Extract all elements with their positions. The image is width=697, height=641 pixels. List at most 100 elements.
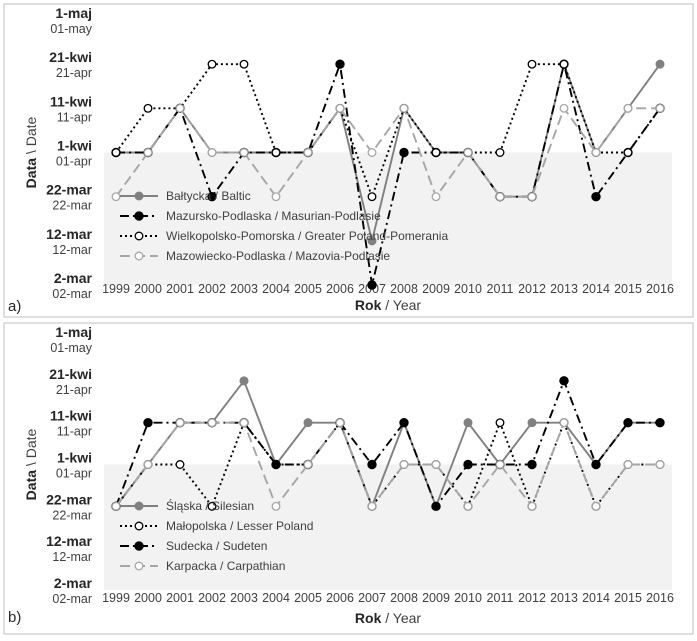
data-point (463, 459, 473, 470)
y-tick-sublabel: 01-may (50, 22, 92, 36)
data-point (495, 460, 505, 469)
x-tick-label: 2003 (230, 282, 258, 296)
data-point (559, 59, 569, 69)
data-point (463, 418, 473, 428)
data-point (559, 376, 569, 386)
y-tick-label: 22-mar (46, 182, 92, 198)
x-tick-label: 2008 (390, 282, 418, 296)
x-tick-label: 2012 (518, 591, 546, 605)
x-tick-label: 2010 (454, 591, 482, 605)
data-point (335, 59, 345, 69)
y-tick-label: 11-kwi (50, 408, 92, 424)
data-point (207, 501, 217, 511)
y-tick-sublabel: 21-apr (56, 383, 92, 397)
legend-marker (134, 521, 144, 531)
data-point (207, 191, 217, 202)
data-point (335, 103, 345, 113)
data-point (111, 148, 121, 157)
y-tick-sublabel: 01-apr (56, 467, 92, 481)
x-tick-label: 2015 (614, 282, 642, 296)
data-point (591, 148, 601, 157)
panel-label: b) (8, 609, 21, 626)
x-tick-label: 2015 (614, 591, 642, 605)
x-tick-label: 2014 (582, 591, 610, 605)
y-tick-sublabel: 01-apr (56, 155, 92, 169)
data-point (559, 103, 569, 113)
data-point (271, 148, 281, 157)
data-point (399, 147, 409, 158)
data-point (207, 148, 217, 157)
data-point (431, 501, 441, 512)
legend-marker (134, 561, 144, 571)
data-point (367, 501, 377, 511)
data-point (367, 192, 377, 202)
y-axis-title: Data \ Date (23, 428, 39, 500)
data-point (143, 417, 153, 428)
data-point (655, 417, 665, 428)
data-point (239, 59, 249, 69)
x-tick-label: 2002 (198, 591, 226, 605)
y-tick-sublabel: 21-apr (56, 66, 92, 80)
data-point (271, 501, 281, 511)
data-point (367, 148, 377, 157)
data-point (207, 418, 217, 428)
data-point (303, 148, 313, 157)
y-tick-sublabel: 12-mar (52, 243, 92, 257)
legend-marker (134, 191, 144, 201)
data-point (527, 459, 537, 470)
legend-entry: Mazowiecko-Podlaska / Mazovia-Podlasie (166, 249, 390, 263)
x-tick-label: 2007 (358, 591, 386, 605)
y-tick-label: 12-mar (46, 533, 92, 549)
x-tick-label: 2013 (550, 282, 578, 296)
data-point (303, 418, 313, 428)
data-point (271, 192, 281, 202)
data-point (591, 191, 601, 202)
data-point (143, 148, 153, 157)
x-tick-label: 2009 (422, 282, 450, 296)
x-tick-label: 2012 (518, 282, 546, 296)
x-tick-label: 2004 (262, 591, 290, 605)
data-point (111, 501, 121, 511)
data-point (175, 103, 185, 113)
series-line (115, 63, 661, 198)
legend-marker (134, 211, 144, 221)
data-point (175, 460, 185, 469)
series-line (115, 421, 660, 508)
panel-border (3, 322, 694, 635)
data-point (239, 148, 249, 157)
y-tick-sublabel: 01-may (50, 341, 92, 355)
data-point (367, 280, 377, 290)
legend-entry: Karpacka / Carpathian (166, 559, 285, 573)
x-tick-label: 2008 (390, 591, 418, 605)
x-axis-title-rest: / Year (381, 610, 421, 626)
data-point (335, 418, 345, 428)
legend-entry: Bałtycka / Baltic (166, 189, 251, 203)
y-tick-sublabel: 02-mar (52, 592, 92, 606)
y-tick-label: 21-kwi (49, 366, 92, 382)
y-axis-title-rest: \ Date (23, 428, 39, 469)
y-tick-sublabel: 12-mar (52, 550, 92, 564)
legend-entry: Wielkopolsko-Pomorska / Greater Poland-P… (166, 229, 448, 243)
data-point (399, 417, 409, 428)
legend: Śląska / Silesian Małopolska / Lesser Pol… (120, 498, 313, 573)
y-tick-sublabel: 02-mar (52, 287, 92, 301)
x-tick-label: 2006 (326, 282, 354, 296)
data-point (239, 376, 249, 386)
series-line (115, 379, 660, 508)
legend-entry: Śląska / Silesian (166, 498, 254, 513)
data-point (623, 103, 633, 113)
legend-marker (134, 251, 144, 261)
data-point (143, 103, 153, 113)
data-point (623, 148, 633, 157)
x-tick-label: 2001 (166, 282, 194, 296)
data-point (527, 192, 537, 202)
y-tick-label: 2-mar (54, 270, 93, 286)
data-point (367, 459, 377, 470)
legend-entry: Małopolska / Lesser Poland (166, 519, 313, 533)
y-tick-sublabel: 22-mar (52, 508, 92, 522)
data-point (655, 460, 665, 469)
y-tick-sublabel: 11-apr (57, 425, 92, 439)
data-point (623, 460, 633, 469)
